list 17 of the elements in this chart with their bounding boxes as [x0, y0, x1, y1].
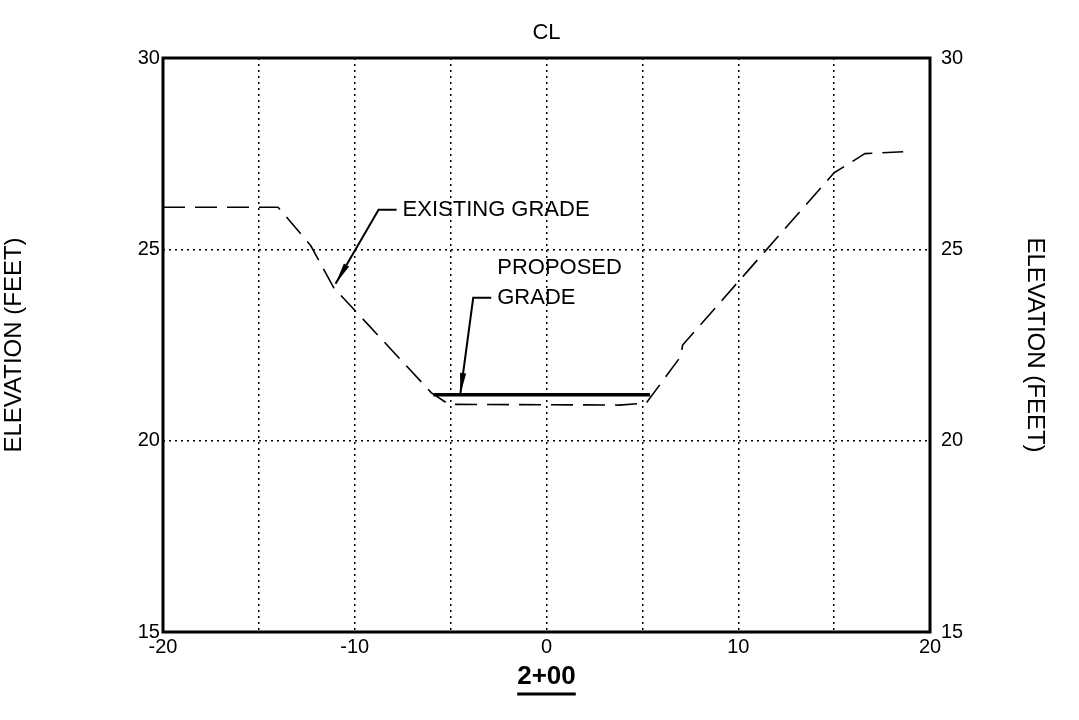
y2-tick-label: 25	[941, 236, 964, 259]
x-tick-label: 0	[540, 634, 553, 657]
annotation: EXISTING GRADE	[402, 195, 590, 221]
y2-tick-label: 20	[941, 428, 964, 451]
y-tick-label: 25	[137, 236, 160, 259]
y2-axis-title: ELEVATION (FEET)	[1022, 237, 1050, 453]
x-axis-title: 2+00	[517, 660, 576, 691]
x-tick-label: 20	[918, 634, 942, 657]
y-tick-label: 20	[137, 428, 160, 451]
y2-tick-label: 15	[941, 619, 964, 642]
y-tick-label: 30	[137, 45, 160, 68]
chart-title: CL	[532, 19, 561, 45]
y2-tick-label: 30	[941, 45, 964, 68]
x-tick-label: -10	[340, 634, 370, 657]
annotation: PROPOSED GRADE	[497, 253, 622, 309]
y-axis-title: ELEVATION (FEET)	[0, 237, 27, 453]
x-tick-label: 10	[727, 634, 750, 657]
